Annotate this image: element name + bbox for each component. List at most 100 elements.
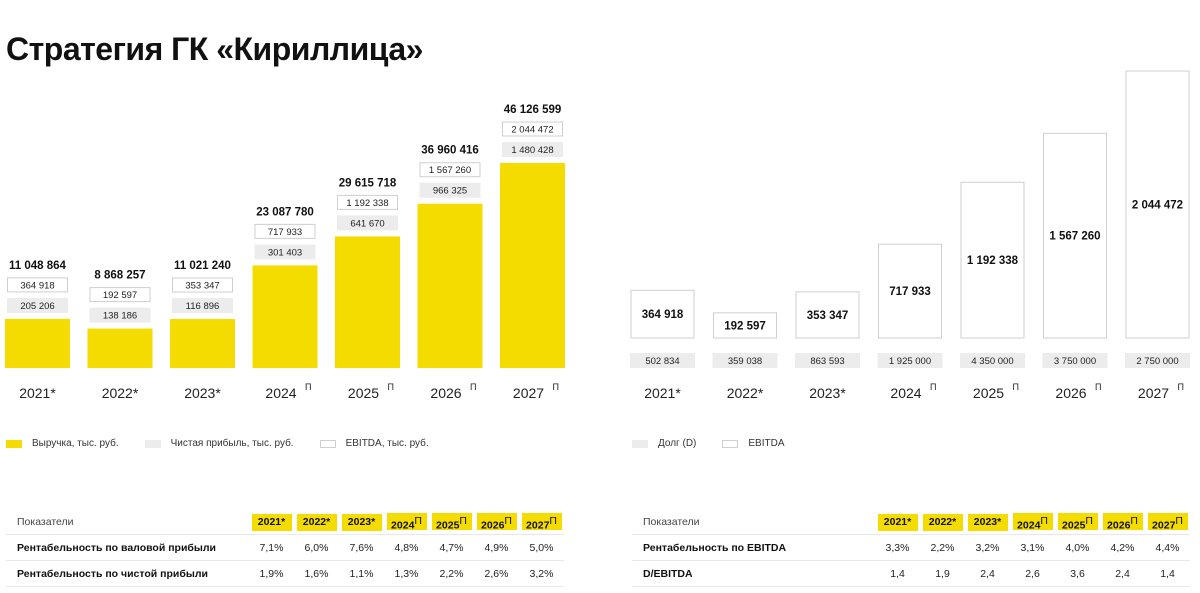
table-cell: 1,3% — [384, 560, 429, 587]
debt-ebitda-chart: 364 918 502 834 2021* 192 597 359 038 2022* 35… — [630, 70, 1190, 401]
legend-item-net-profit: Чистая прибыль, тыс. руб. — [144, 438, 294, 449]
box-ebitda-0 — [7, 277, 68, 293]
tick-sup-3: П — [930, 382, 936, 392]
label-revenue-1: 8 868 257 — [94, 270, 145, 282]
table-row: Рентабельность по чистой прибыли 1,9% 1,6%… — [6, 560, 564, 587]
table-cell: 6,0% — [294, 534, 339, 561]
box-ebitda-5 — [419, 162, 481, 178]
label-debt-2: 863 593 — [810, 356, 844, 367]
year-badge-sup: П — [1040, 514, 1048, 527]
box-ebitda-1 — [89, 287, 151, 303]
tick-sup-5: П — [470, 382, 476, 392]
tick-label-6: 2027 — [1138, 385, 1169, 401]
table-cell: 5,0% — [519, 534, 564, 561]
row-label: Рентабельность по валовой прибыли — [6, 534, 249, 561]
table-year-header: 2022* — [920, 510, 965, 535]
year-badge-text: 2022* — [928, 515, 957, 528]
bar-revenue-6 — [500, 163, 565, 368]
tick-sup-4: П — [1013, 382, 1019, 392]
box-net-profit-3 — [254, 244, 316, 260]
box-debt-4 — [960, 353, 1025, 368]
table-header-label: Показатели — [17, 516, 74, 528]
box-debt-2 — [795, 353, 860, 368]
legend-item-ebitda: EBITDA, тыс. руб. — [319, 438, 429, 449]
year-badge: 2027П — [1147, 512, 1188, 531]
table-cell: 4,2% — [1100, 534, 1145, 561]
year-badge: 2021* — [251, 513, 292, 531]
year-badge-text: 2026 — [1107, 519, 1131, 532]
table-cell: 1,4 — [875, 560, 920, 587]
bar-revenue-1 — [87, 328, 153, 368]
label-ebitda-value-2: 353 347 — [807, 310, 849, 322]
label-ebitda-value-6: 2 044 472 — [1132, 200, 1183, 212]
label-ebitda-value-4: 1 192 338 — [967, 255, 1019, 267]
tick-label-3: 2024 — [890, 385, 921, 401]
table-cell: 3,2% — [519, 560, 564, 587]
box-net-profit-4 — [337, 215, 398, 231]
label-revenue-2: 11 021 240 — [174, 260, 231, 272]
table-year-header: 2023* — [965, 510, 1010, 535]
bar-ebitda-4 — [960, 181, 1025, 339]
year-badge: 2022* — [296, 513, 337, 531]
table-row: Рентабельность по валовой прибыли 7,1% 6,0… — [6, 534, 564, 561]
year-badge-text: 2026 — [481, 519, 505, 532]
box-debt-6 — [1125, 353, 1190, 368]
tick-label-5: 2026 — [1055, 385, 1086, 401]
label-debt-6: 2 750 000 — [1136, 356, 1178, 367]
table-cell: 1,9% — [249, 560, 294, 587]
label-net-profit-3: 301 403 — [268, 247, 302, 258]
label-revenue-5: 36 960 416 — [421, 145, 479, 157]
legend-label-revenue: Выручка, тыс. руб. — [32, 438, 119, 449]
bar-ebitda-3 — [878, 243, 942, 339]
tick-sup-6: П — [553, 382, 559, 392]
bar-ebitda-1 — [713, 312, 777, 339]
label-debt-4: 4 350 000 — [971, 356, 1013, 367]
year-badge: 2024П — [1012, 512, 1053, 531]
label-net-profit-5: 966 325 — [433, 186, 467, 197]
table-row: Рентабельность по EBITDA 3,3% 2,2% 3,2% 3,1%… — [632, 534, 1190, 561]
table-cell: 1,4 — [1145, 560, 1190, 587]
tick-label-1: 2022* — [102, 385, 139, 401]
table-cell: 2,2% — [429, 560, 474, 587]
label-revenue-4: 29 615 718 — [339, 177, 397, 189]
year-badge: 2025П — [1057, 512, 1098, 531]
legend-item-revenue: Выручка, тыс. руб. — [6, 438, 119, 449]
legend-item-debt: Долг (D) — [632, 438, 696, 449]
label-ebitda-6: 2 044 472 — [511, 125, 553, 136]
tick-sup-6: П — [1178, 382, 1184, 392]
label-net-profit-2: 116 896 — [186, 301, 220, 312]
table-cell: 4,8% — [384, 534, 429, 561]
year-badge: 2023* — [341, 513, 382, 531]
legend-label-debt: Долг (D) — [658, 438, 697, 449]
table-cell: 3,2% — [965, 534, 1010, 561]
box-debt-0 — [630, 353, 695, 368]
box-ebitda-2 — [172, 277, 233, 293]
year-badge: 2023* — [967, 513, 1008, 531]
label-ebitda-5: 1 567 260 — [429, 165, 471, 176]
year-badge-text: 2021* — [883, 515, 912, 528]
legend-swatch-net-profit — [144, 439, 161, 448]
legend-left: Выручка, тыс. руб. Чистая прибыль, тыс. … — [6, 438, 429, 449]
table-cell: 4,9% — [474, 534, 519, 561]
tick-label-5: 2026 — [430, 385, 461, 401]
box-ebitda-4 — [337, 194, 398, 210]
table-cell: 2,4 — [1100, 560, 1145, 587]
box-net-profit-2 — [172, 298, 233, 314]
year-badge: 2022* — [922, 513, 963, 531]
year-badge-text: 2023* — [973, 515, 1002, 528]
label-ebitda-value-3: 717 933 — [889, 286, 931, 298]
table-cell: 3,1% — [1010, 534, 1055, 561]
year-badge-sup: П — [459, 514, 467, 527]
revenue-chart: 205 206 364 918 11 048 864 2021* 138 186 192 … — [5, 104, 565, 401]
year-badge-text: 2021* — [257, 515, 286, 528]
label-ebitda-value-0: 364 918 — [642, 309, 684, 321]
label-net-profit-4: 641 670 — [350, 218, 384, 229]
year-badge: 2027П — [521, 512, 562, 531]
year-badge: 2026П — [476, 512, 517, 532]
box-debt-5 — [1042, 353, 1108, 368]
label-revenue-3: 23 087 780 — [256, 206, 314, 218]
row-label: Рентабельность по чистой прибыли — [6, 560, 249, 587]
box-net-profit-0 — [7, 297, 68, 313]
tick-label-4: 2025 — [348, 385, 379, 401]
year-badge-text: 2023* — [347, 515, 376, 528]
